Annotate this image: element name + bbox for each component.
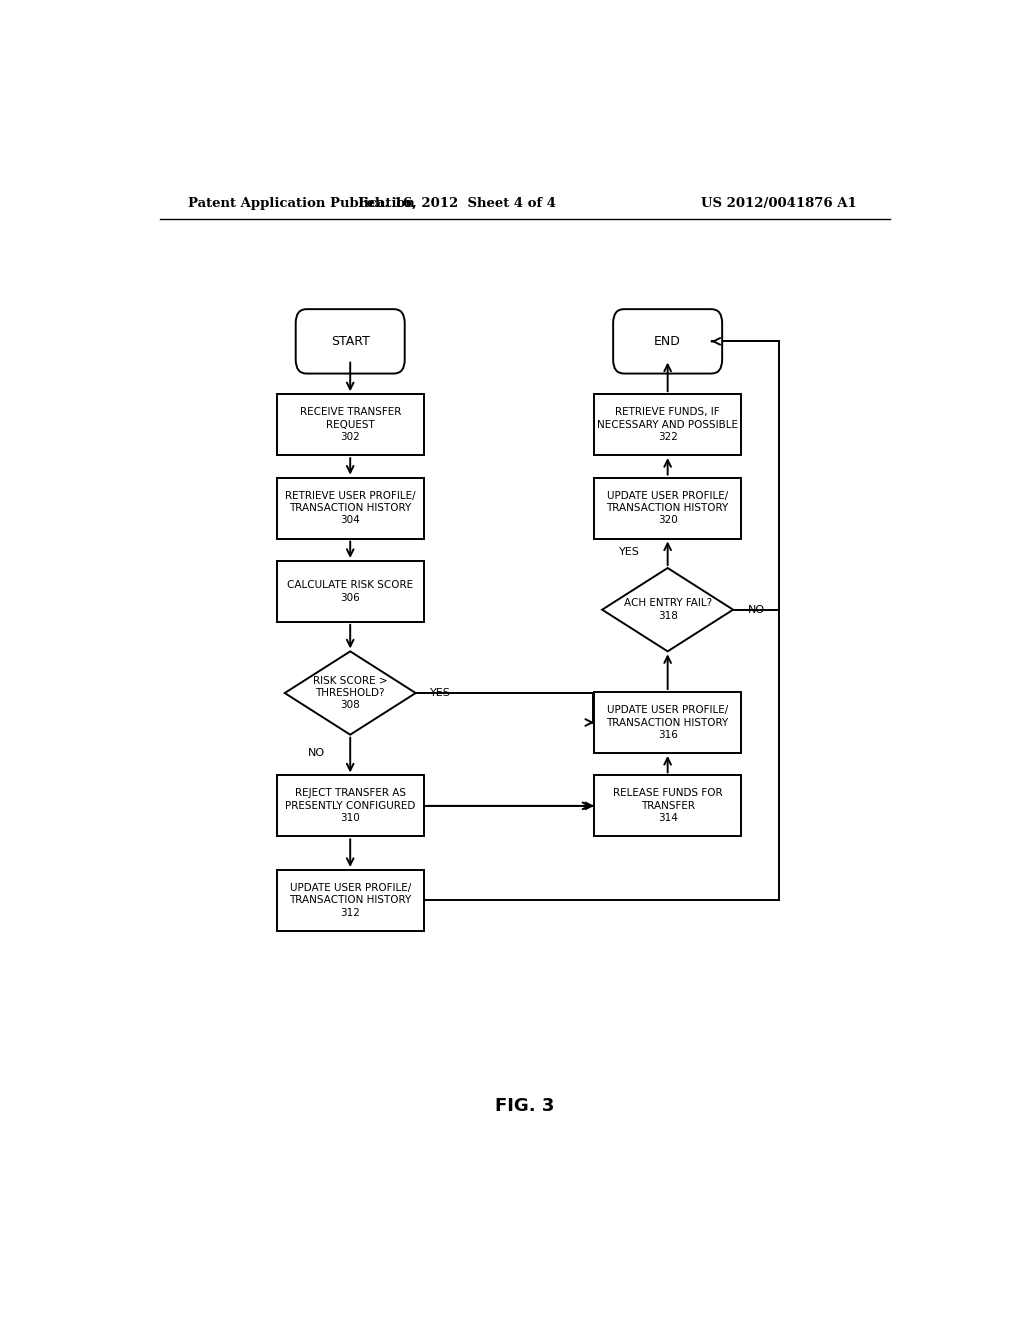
Text: RECEIVE TRANSFER
REQUEST
302: RECEIVE TRANSFER REQUEST 302 <box>300 408 400 442</box>
Polygon shape <box>602 568 733 651</box>
FancyBboxPatch shape <box>594 478 741 539</box>
FancyBboxPatch shape <box>296 309 404 374</box>
FancyBboxPatch shape <box>594 775 741 837</box>
Text: RISK SCORE >
THRESHOLD?
308: RISK SCORE > THRESHOLD? 308 <box>313 676 387 710</box>
Text: Patent Application Publication: Patent Application Publication <box>187 197 415 210</box>
FancyBboxPatch shape <box>276 478 424 539</box>
Polygon shape <box>285 651 416 735</box>
Text: ACH ENTRY FAIL?
318: ACH ENTRY FAIL? 318 <box>624 598 712 620</box>
Text: END: END <box>654 335 681 348</box>
Text: UPDATE USER PROFILE/
TRANSACTION HISTORY
312: UPDATE USER PROFILE/ TRANSACTION HISTORY… <box>289 883 412 917</box>
FancyBboxPatch shape <box>276 870 424 931</box>
FancyBboxPatch shape <box>276 395 424 455</box>
Text: NO: NO <box>748 605 765 615</box>
Text: YES: YES <box>430 688 451 698</box>
Text: YES: YES <box>620 546 640 557</box>
FancyBboxPatch shape <box>594 395 741 455</box>
Text: RETRIEVE FUNDS, IF
NECESSARY AND POSSIBLE
322: RETRIEVE FUNDS, IF NECESSARY AND POSSIBL… <box>597 408 738 442</box>
Text: FIG. 3: FIG. 3 <box>496 1097 554 1114</box>
Text: US 2012/0041876 A1: US 2012/0041876 A1 <box>700 197 857 210</box>
Text: Feb. 16, 2012  Sheet 4 of 4: Feb. 16, 2012 Sheet 4 of 4 <box>358 197 556 210</box>
FancyBboxPatch shape <box>276 775 424 837</box>
Text: REJECT TRANSFER AS
PRESENTLY CONFIGURED
310: REJECT TRANSFER AS PRESENTLY CONFIGURED … <box>285 788 416 824</box>
Text: RETRIEVE USER PROFILE/
TRANSACTION HISTORY
304: RETRIEVE USER PROFILE/ TRANSACTION HISTO… <box>285 491 416 525</box>
FancyBboxPatch shape <box>276 561 424 622</box>
Text: UPDATE USER PROFILE/
TRANSACTION HISTORY
320: UPDATE USER PROFILE/ TRANSACTION HISTORY… <box>606 491 729 525</box>
Text: CALCULATE RISK SCORE
306: CALCULATE RISK SCORE 306 <box>287 581 414 603</box>
Text: UPDATE USER PROFILE/
TRANSACTION HISTORY
316: UPDATE USER PROFILE/ TRANSACTION HISTORY… <box>606 705 729 741</box>
FancyBboxPatch shape <box>613 309 722 374</box>
Text: START: START <box>331 335 370 348</box>
Text: RELEASE FUNDS FOR
TRANSFER
314: RELEASE FUNDS FOR TRANSFER 314 <box>612 788 723 824</box>
FancyBboxPatch shape <box>594 692 741 752</box>
Text: NO: NO <box>308 748 326 758</box>
